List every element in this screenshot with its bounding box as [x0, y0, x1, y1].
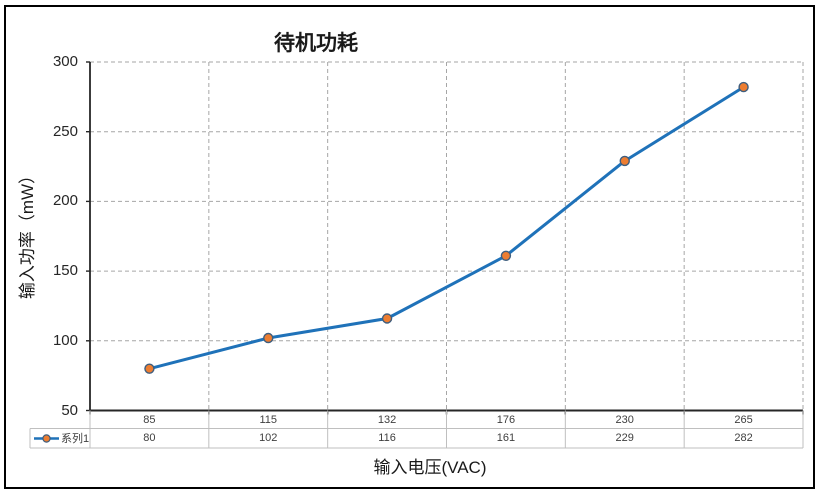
x-category-cell: 85 — [143, 414, 156, 426]
x-axis-title: 输入电压(VAC) — [373, 458, 487, 477]
x-category-cell: 176 — [496, 414, 516, 426]
x-category-cell: 265 — [734, 414, 753, 426]
series-value-cell: 102 — [259, 432, 278, 444]
x-category-cell: 115 — [259, 414, 278, 426]
series-value-cell: 229 — [615, 432, 634, 444]
series-value-cell: 116 — [378, 432, 396, 444]
chart-outer-border — [4, 5, 815, 489]
x-category-cell: 230 — [615, 414, 634, 426]
data-table-category-row: 85 115 132 176 230 265 — [90, 412, 803, 428]
x-category-cell: 132 — [377, 414, 397, 426]
y-axis-tick-label: 150 — [52, 262, 78, 280]
series-value-cell: 282 — [734, 432, 753, 444]
y-axis-tick-label: 50 — [61, 401, 78, 419]
series-value-cell: 80 — [143, 432, 156, 444]
legend-series-icon — [34, 434, 59, 443]
legend-series-label: 系列1 — [61, 433, 90, 445]
y-axis-tick-label: 300 — [52, 53, 78, 70]
y-axis-tick-label: 250 — [52, 122, 78, 140]
y-axis-tick-label: 200 — [52, 192, 78, 210]
y-axis-tick-label: 100 — [52, 331, 78, 349]
y-axis-title: 输入功率（mW） — [18, 166, 37, 300]
data-table-value-row: 80 102 116 161 229 282 — [90, 430, 803, 447]
chart-title: 待机功耗 — [274, 32, 358, 55]
series-value-cell: 161 — [496, 432, 516, 444]
